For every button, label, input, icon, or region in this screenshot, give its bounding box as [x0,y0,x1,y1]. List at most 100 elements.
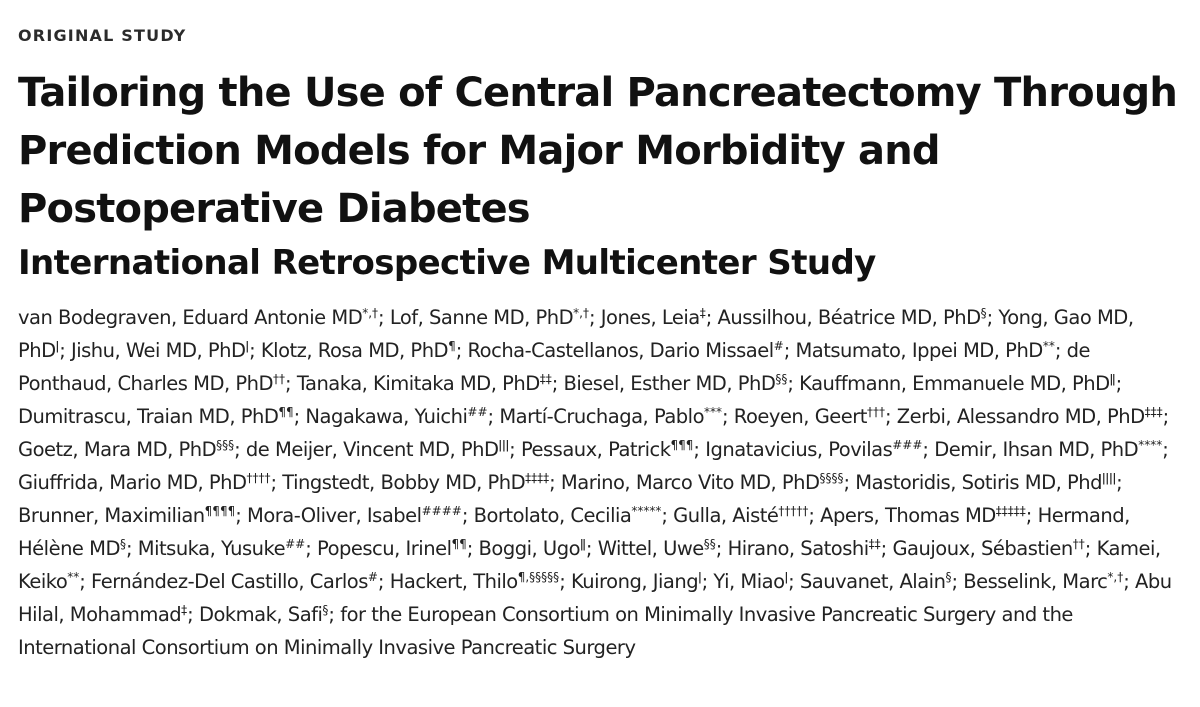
author-entry: Mitsuka, Yusuke##; [137,537,312,560]
author-name: Yi, Miao [713,570,785,593]
author-affiliation-mark: ** [67,570,80,584]
author-name: Tanaka, Kimitaka MD, PhD [296,372,540,395]
author-name: Rocha-Castellanos, Dario Missael [467,339,775,362]
author-name: Kauffmann, Emmanuele MD, PhD [799,372,1110,395]
author-entry: Mora-Oliver, Isabel####; [247,504,468,527]
author-name: Jones, Leia [600,306,700,329]
author-name: Matsumato, Ippei MD, PhD [795,339,1043,362]
author-name: Goetz, Mara MD, PhD [18,438,217,461]
author-name: Sauvanet, Alain [799,570,946,593]
author-name: Hermand, Hélène MD [18,504,1130,560]
author-entry: Gulla, Aisté†††††; [673,504,815,527]
author-name: Besselink, Marc [963,570,1108,593]
author-affiliation-mark: ǀ [784,570,789,584]
author-name: Yong, Gao MD, PhD [18,306,1134,362]
author-name: Klotz, Rosa MD, PhD [260,339,449,362]
author-entry: Boggi, Ugoǁ; [478,537,593,560]
author-affiliation-mark: ǁ [1109,372,1116,386]
author-entry: Matsumato, Ippei MD, PhD**; [795,339,1061,362]
author-affiliation-mark: ¶¶ [451,537,467,551]
author-entry: Yi, Miaoǀ; [713,570,795,593]
author-name: Tingstedt, Bobby MD, PhD [282,471,526,494]
author-name: Wittel, Uwe [597,537,705,560]
author-entry: van Bodegraven, Eduard Antonie MD*,†; [18,306,385,329]
author-affiliation-mark: *,† [1107,570,1124,584]
author-affiliation-mark: ¶¶¶ [670,438,694,452]
author-affiliation-mark: *,† [362,306,379,320]
author-affiliation-mark: § [945,570,952,584]
author-affiliation-mark: ‡‡ [868,537,881,551]
author-name: Dokmak, Safi [198,603,323,626]
author-affiliation-mark: ‡ [181,603,188,617]
author-entry: Hackert, Thilo¶,§§§§§; [389,570,566,593]
author-entry: Lof, Sanne MD, PhD*,†; [389,306,596,329]
author-entry: Klotz, Rosa MD, PhD¶; [260,339,462,362]
author-affiliation-mark: ††† [866,405,885,419]
author-entry: Tingstedt, Bobby MD, PhD‡‡‡‡; [282,471,556,494]
author-name: Ignatavicius, Povilas [705,438,893,461]
author-affiliation-mark: ǀ [698,570,702,584]
author-affiliation-mark: ǀǀǀ [498,438,510,452]
author-name: Mitsuka, Yusuke [137,537,286,560]
author-entry: Mastoridis, Sotiris MD, Phdǀǀǀǀ; [855,471,1123,494]
author-entry: Besselink, Marc*,†; [963,570,1130,593]
author-name: Lof, Sanne MD, PhD [389,306,574,329]
author-affiliation-mark: ** [1042,339,1055,353]
author-affiliation-mark: **** [1138,438,1163,452]
author-name: Popescu, Irinel [317,537,452,560]
author-affiliation-mark: ††††† [778,504,809,518]
author-entry: Demir, Ihsan MD, PhD****; [934,438,1169,461]
author-name: Bortolato, Cecilia [473,504,632,527]
author-entry: Hermand, Hélène MD§; [18,504,1130,560]
author-entry: Dumitrascu, Traian MD, PhD¶¶; [18,405,300,428]
author-entry: Apers, Thomas MD‡‡‡‡‡; [820,504,1032,527]
author-entry: Popescu, Irinel¶¶; [317,537,473,560]
author-affiliation-mark: # [773,339,784,353]
author-affiliation-mark: §§§§ [819,471,844,485]
author-affiliation-mark: § [980,306,987,320]
author-name: Jishu, Wei MD, PhD [70,339,246,362]
author-name: Mastoridis, Sotiris MD, Phd [855,471,1102,494]
author-entry: Wittel, Uwe§§; [597,537,723,560]
author-entry: Ignatavicius, Povilas###; [705,438,929,461]
author-affiliation-mark: ¶¶¶¶ [204,504,236,518]
author-affiliation-mark: #### [421,504,462,518]
author-name: Kuirong, Jiang [570,570,699,593]
author-entry: Bortolato, Cecilia*****; [473,504,668,527]
author-name: de Ponthaud, Charles MD, PhD [18,339,1090,395]
author-affiliation-mark: †††† [246,471,271,485]
author-entry: Gaujoux, Sébastien††; [892,537,1091,560]
author-entry: Kuirong, Jiangǀ; [570,570,708,593]
author-affiliation-mark: § [119,537,126,551]
author-entry: Rocha-Castellanos, Dario Missael#; [467,339,791,362]
author-name: Pessaux, Patrick [520,438,671,461]
author-entry: Abu Hilal, Mohammad‡; [18,570,1172,626]
author-affiliation-mark: ǀǀǀǀ [1102,471,1117,485]
author-affiliation-mark: §§§ [216,438,235,452]
author-name: Nagakawa, Yuichi [305,405,468,428]
author-affiliation-mark: ¶¶ [278,405,294,419]
author-entry: Sauvanet, Alain§; [799,570,958,593]
author-entry: Goetz, Mara MD, PhD§§§; [18,438,241,461]
author-name: Gaujoux, Sébastien [892,537,1073,560]
author-affiliation-mark: §§ [703,537,716,551]
author-affiliation-mark: ǀ [245,339,250,353]
author-entry: Kauffmann, Emmanuele MD, PhDǁ; [799,372,1122,395]
author-name: Hirano, Satoshi [727,537,870,560]
author-affiliation-mark: ### [892,438,923,452]
author-affiliation-mark: *,† [573,306,589,320]
author-name: Marino, Marco Vito MD, PhD [560,471,820,494]
author-entry: Jishu, Wei MD, PhDǀ; [70,339,256,362]
author-name: Martí-Cruchaga, Pablo [499,405,705,428]
author-name: Roeyen, Geert [733,405,868,428]
author-entry: Roeyen, Geert†††; [733,405,892,428]
author-affiliation-mark: ǀ [55,339,60,353]
author-entry: Biesel, Esther MD, PhD§§; [563,372,794,395]
author-name: Gulla, Aisté [673,504,779,527]
article-subtitle: International Retrospective Multicenter … [18,243,876,283]
author-name: van Bodegraven, Eduard Antonie MD [18,306,363,329]
author-affiliation-mark: †† [273,372,286,386]
author-name: Fernández-Del Castillo, Carlos [91,570,368,593]
author-name: Dumitrascu, Traian MD, PhD [18,405,279,428]
author-affiliation-mark: ǁ [580,537,586,551]
